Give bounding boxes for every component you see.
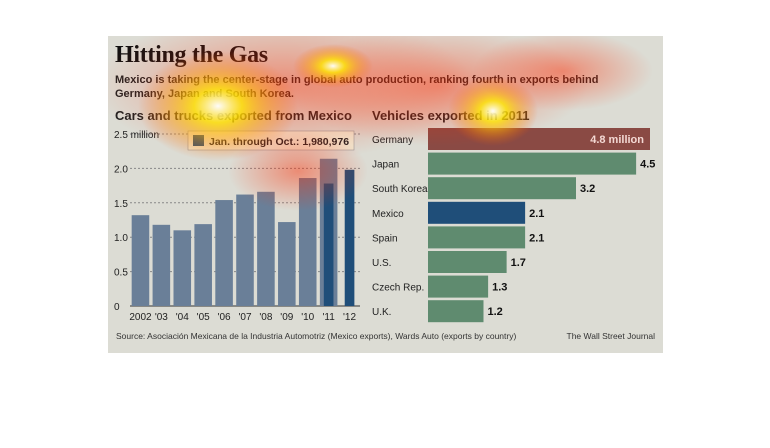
bar [428,177,576,200]
bar [428,226,526,249]
x-tick-label: '09 [280,312,293,323]
x-tick-label: '05 [197,312,210,323]
value-label: 3.2 [580,183,595,195]
category-label: Japan [372,160,399,171]
value-label: 2.1 [529,232,544,244]
category-label: U.S. [372,258,391,269]
x-tick-label: '03 [155,312,168,323]
bar [278,222,296,306]
y-tick-label: 0.5 [114,268,128,279]
bar [152,224,171,306]
value-label: 1.3 [492,282,507,294]
source-note: Source: Asociación Mexicana de la Indust… [116,331,517,341]
value-label: 4.8 million [590,134,644,146]
bar [428,152,637,175]
bar [236,194,254,306]
bar [428,251,507,273]
bar [428,275,489,298]
y-tick-label: 0 [114,302,120,313]
bar [131,215,150,306]
highlight-bar [323,183,334,306]
category-label: Spain [372,233,398,244]
x-tick-label: '07 [238,312,251,323]
x-tick-label: '11 [322,312,335,323]
value-label: 4.5 [640,159,655,171]
highlight-bar [344,169,355,306]
bar [257,191,275,306]
publisher-credit: The Wall Street Journal [566,331,656,341]
category-label: Germany [372,135,413,146]
country-exports-bar-chart: Germany 4.8 million Japan 4.5 South Korea 3.2… [372,128,655,323]
value-label: 1.2 [488,306,503,318]
category-label: U.K. [372,307,391,318]
x-tick-label: '06 [218,312,231,323]
category-label: Czech Rep. [372,283,424,294]
category-label: Mexico [372,209,404,220]
bar [173,230,192,306]
y-tick-label: 1.5 [114,199,128,210]
y-tick-label: 1.0 [114,233,128,244]
x-tick-label: '10 [301,312,314,323]
bar [428,300,484,323]
x-tick-label: '04 [176,312,189,323]
category-label: South Korea [372,184,428,195]
x-tick-label: '12 [343,312,356,323]
y-tick-label: 2.0 [114,164,128,175]
value-label: 2.1 [529,208,544,220]
bar [194,224,212,306]
infographic-panel: Hitting the Gas Mexico is taking the cen… [108,36,663,353]
bar [428,201,526,224]
value-label: 1.7 [511,257,526,269]
bar [215,200,233,306]
x-tick-label: '08 [259,312,272,323]
x-tick-label: 2002 [129,312,152,323]
